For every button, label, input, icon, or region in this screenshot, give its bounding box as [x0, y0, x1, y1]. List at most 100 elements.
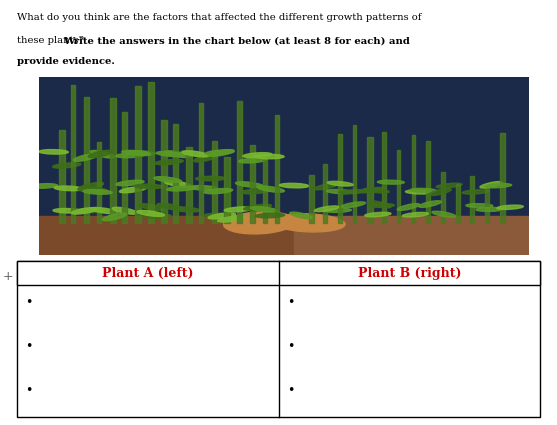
Ellipse shape [83, 190, 112, 194]
Bar [237, 101, 242, 223]
Ellipse shape [368, 204, 394, 207]
Ellipse shape [378, 180, 404, 184]
Text: •: • [287, 340, 294, 353]
Ellipse shape [71, 207, 98, 214]
Text: •: • [25, 383, 32, 397]
Bar [39, 216, 294, 255]
Ellipse shape [290, 212, 312, 219]
Text: these plants?: these plants? [17, 36, 87, 45]
Bar [382, 132, 387, 223]
Ellipse shape [78, 187, 107, 192]
Bar [84, 97, 89, 223]
Ellipse shape [256, 213, 285, 218]
Bar [294, 216, 529, 255]
Ellipse shape [208, 213, 236, 219]
Ellipse shape [476, 207, 503, 211]
Ellipse shape [405, 190, 432, 194]
Ellipse shape [326, 190, 353, 194]
Ellipse shape [251, 207, 278, 212]
Ellipse shape [327, 181, 353, 186]
Text: Write the answers in the chart below (at least 8 for each) and: Write the answers in the chart below (at… [63, 36, 411, 45]
Ellipse shape [244, 204, 271, 210]
Ellipse shape [116, 180, 144, 186]
Text: •: • [25, 296, 32, 309]
Bar [441, 172, 444, 223]
Bar [186, 147, 192, 223]
Ellipse shape [429, 189, 451, 196]
Bar [456, 184, 461, 223]
Bar [199, 103, 203, 223]
Ellipse shape [280, 183, 309, 188]
Ellipse shape [359, 187, 384, 193]
Bar [17, 261, 540, 416]
Ellipse shape [218, 216, 245, 222]
Ellipse shape [497, 205, 524, 210]
Bar [275, 115, 280, 223]
Bar [309, 175, 314, 223]
Text: +: + [3, 269, 13, 283]
Ellipse shape [314, 184, 337, 190]
Ellipse shape [122, 150, 150, 156]
Ellipse shape [255, 154, 284, 159]
Bar [17, 261, 540, 285]
Ellipse shape [91, 207, 118, 214]
Ellipse shape [28, 184, 57, 188]
Bar [97, 142, 101, 223]
Bar [412, 135, 416, 223]
Bar [426, 141, 430, 223]
Text: Plant B (right): Plant B (right) [358, 266, 461, 280]
Ellipse shape [462, 190, 488, 194]
Ellipse shape [466, 204, 493, 208]
Ellipse shape [113, 207, 138, 214]
Bar [123, 112, 127, 223]
Ellipse shape [157, 204, 183, 210]
Ellipse shape [363, 188, 389, 193]
Text: •: • [25, 340, 32, 353]
Bar [323, 164, 327, 223]
Bar [110, 98, 116, 223]
Ellipse shape [164, 151, 190, 158]
Bar [173, 124, 178, 223]
Ellipse shape [365, 212, 391, 217]
Bar [397, 150, 400, 223]
Ellipse shape [236, 182, 263, 187]
Ellipse shape [243, 153, 272, 158]
Ellipse shape [397, 204, 419, 210]
Bar [148, 82, 154, 223]
Ellipse shape [194, 154, 218, 162]
Ellipse shape [167, 186, 196, 191]
Ellipse shape [73, 154, 97, 162]
Ellipse shape [204, 189, 233, 194]
Ellipse shape [223, 212, 296, 234]
Text: •: • [287, 296, 294, 309]
Text: •: • [287, 383, 294, 397]
Ellipse shape [485, 184, 512, 188]
Ellipse shape [315, 206, 339, 212]
Ellipse shape [52, 163, 81, 168]
Ellipse shape [208, 150, 234, 156]
Bar [470, 176, 474, 223]
Ellipse shape [116, 153, 145, 158]
Ellipse shape [182, 151, 209, 157]
Ellipse shape [204, 213, 233, 218]
Ellipse shape [134, 184, 163, 189]
Ellipse shape [325, 208, 351, 212]
Bar [262, 160, 267, 223]
Ellipse shape [156, 151, 185, 157]
Ellipse shape [341, 202, 365, 208]
Ellipse shape [419, 201, 441, 207]
Ellipse shape [402, 212, 428, 217]
Ellipse shape [164, 181, 191, 187]
Ellipse shape [39, 150, 69, 154]
Text: Plant A (left): Plant A (left) [102, 266, 193, 280]
Bar [58, 130, 65, 223]
Ellipse shape [54, 186, 83, 191]
Ellipse shape [257, 186, 284, 192]
Ellipse shape [480, 181, 503, 188]
Ellipse shape [409, 188, 437, 193]
Bar [250, 145, 255, 223]
Bar [135, 86, 141, 223]
Ellipse shape [189, 186, 218, 190]
Ellipse shape [76, 208, 105, 213]
Bar [338, 134, 342, 223]
